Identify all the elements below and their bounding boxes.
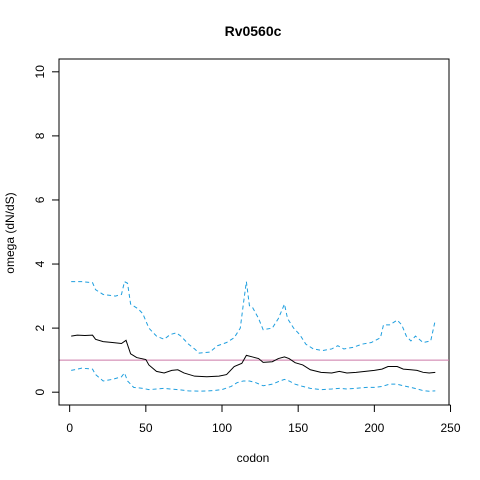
y-tick-label: 4 — [33, 260, 47, 267]
series-line-estimate — [71, 334, 436, 378]
x-axis-label: codon — [237, 451, 270, 465]
y-tick-label: 2 — [33, 324, 47, 331]
y-axis: 0 2 4 6 8 10 — [33, 65, 60, 396]
plot-frame — [58, 58, 450, 406]
x-tick-label: 0 — [66, 421, 73, 435]
x-axis: 0 50 100 150 200 250 — [66, 404, 461, 435]
x-tick-label: 250 — [441, 421, 461, 435]
y-tick-label: 10 — [33, 65, 47, 79]
x-tick-label: 100 — [212, 421, 232, 435]
x-tick-label: 150 — [288, 421, 308, 435]
plot-area — [59, 280, 449, 392]
x-tick-label: 50 — [139, 421, 153, 435]
y-tick-label: 8 — [33, 132, 47, 139]
series-line-lower — [71, 367, 436, 392]
y-tick-label: 0 — [33, 389, 47, 396]
series-line-upper — [71, 280, 436, 354]
y-axis-label: omega (dN/dS) — [3, 192, 17, 273]
chart-title: Rv0560c — [225, 23, 282, 39]
x-tick-label: 200 — [364, 421, 384, 435]
y-tick-label: 6 — [33, 196, 47, 203]
